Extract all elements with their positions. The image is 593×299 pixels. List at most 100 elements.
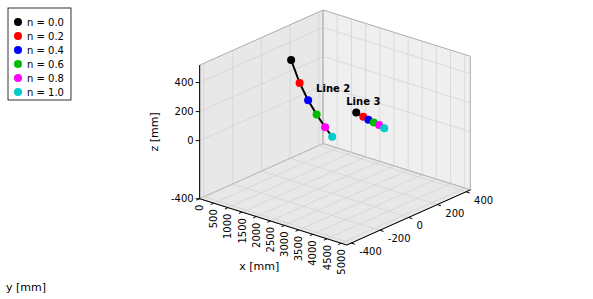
y-tick-label: -400: [359, 246, 382, 257]
x-tick-label: 4500: [322, 245, 333, 270]
z-tick: [196, 111, 200, 112]
x-tick: [267, 221, 270, 222]
y-tick: [437, 205, 441, 206]
data-point: [352, 108, 360, 116]
data-point: [313, 110, 321, 118]
legend-marker: [14, 60, 22, 68]
y-tick: [466, 192, 470, 193]
y-axis-line: [347, 190, 470, 245]
legend-label: n = 0.8: [27, 73, 64, 84]
x-tick-label: 2000: [251, 223, 262, 248]
grid-line: [261, 171, 408, 217]
grid-line: [379, 28, 380, 162]
x-tick-label: 3000: [279, 231, 290, 256]
x-tick-label: 5000: [336, 249, 347, 274]
z-tick-label: 200: [175, 106, 194, 117]
z-tick: [196, 140, 200, 141]
legend-label: n = 0.2: [27, 31, 64, 42]
z-tick-label: 0: [187, 135, 193, 146]
x-tick-label: 2500: [265, 227, 276, 252]
x-tick: [211, 203, 214, 204]
grid-line: [318, 12, 319, 146]
x-tick: [239, 212, 242, 213]
y-tick-label: 200: [445, 208, 464, 219]
x-tick-label: 3500: [293, 236, 304, 261]
chart: 0500100015002000250030003500400045005000…: [0, 0, 593, 299]
grid-line: [393, 32, 394, 166]
grid-line: [232, 50, 233, 184]
axes: 0500100015002000250030003500400045005000…: [171, 65, 493, 275]
x-tick-label: 1500: [237, 218, 248, 243]
annotations: Line 2 Line 3: [316, 83, 380, 107]
legend-label: n = 0.6: [27, 59, 64, 70]
panes: [200, 10, 471, 245]
y-tick-label: 0: [417, 220, 423, 231]
pane-z: [200, 144, 471, 245]
y-tick: [380, 230, 384, 231]
line-label: Line 2: [316, 83, 350, 94]
z-tick-label: -400: [171, 193, 194, 204]
legend-box: [8, 8, 71, 100]
grid-line: [200, 27, 323, 82]
data-line: [356, 112, 384, 128]
legend-marker: [14, 18, 22, 26]
grid-line: [337, 14, 338, 148]
grid-line: [422, 41, 423, 175]
grid-line: [323, 144, 470, 190]
data-point: [287, 56, 295, 64]
x-tick-label: 1000: [222, 214, 233, 239]
x-tick-label: 4000: [307, 240, 318, 265]
grid-line: [436, 46, 437, 180]
data-point: [321, 123, 329, 131]
legend-marker: [14, 74, 22, 82]
grid-line: [464, 54, 465, 188]
data-line: [291, 60, 332, 137]
grid-line: [200, 144, 323, 199]
legend-marker: [14, 46, 22, 54]
line-label: Line 3: [346, 96, 380, 107]
legend-marker: [14, 32, 22, 40]
x-tick: [281, 225, 284, 226]
data-point: [296, 79, 304, 87]
y-tick: [351, 243, 355, 244]
y-tick: [409, 217, 413, 218]
grid-line: [323, 27, 470, 73]
grid-line: [261, 38, 262, 172]
grid-line: [204, 197, 351, 243]
grid-line: [290, 25, 291, 159]
x-tick: [338, 243, 341, 244]
z-tick: [196, 82, 200, 83]
x-tick: [197, 199, 200, 200]
x-tick: [225, 208, 228, 209]
y-axis-title: y [mm]: [6, 281, 46, 294]
x-tick: [253, 217, 256, 218]
x-axis-title: x [mm]: [239, 260, 279, 273]
legend-marker: [14, 88, 22, 96]
x-tick: [324, 239, 327, 240]
x-tick-label: 0: [194, 205, 205, 211]
data: [287, 56, 388, 141]
grid-line: [203, 63, 204, 197]
grid-line: [319, 146, 466, 192]
data-point: [304, 96, 312, 104]
legend-label: n = 0.4: [27, 45, 64, 56]
z-tick-label: 400: [175, 77, 194, 88]
y-tick-label: -200: [388, 233, 411, 244]
z-axis-title: z [mm]: [148, 112, 161, 151]
grid-line: [450, 50, 451, 184]
x-tick: [296, 230, 299, 231]
grid-line: [290, 158, 437, 204]
grid-line: [408, 37, 409, 171]
x-tick-label: 500: [208, 209, 219, 228]
grid-line: [351, 19, 352, 153]
x-tick: [310, 234, 313, 235]
grid-line: [200, 56, 323, 111]
z-tick: [196, 198, 200, 199]
data-point: [328, 133, 336, 141]
z-axis-line: [199, 65, 200, 199]
y-tick-label: 400: [474, 195, 493, 206]
grid-line: [365, 23, 366, 157]
legend-label: n = 0.0: [27, 17, 64, 28]
legend-label: n = 1.0: [27, 87, 64, 98]
legend: n = 0.0 n = 0.2 n = 0.4 n = 0.6 n = 0.8 n = 1…: [8, 8, 71, 100]
